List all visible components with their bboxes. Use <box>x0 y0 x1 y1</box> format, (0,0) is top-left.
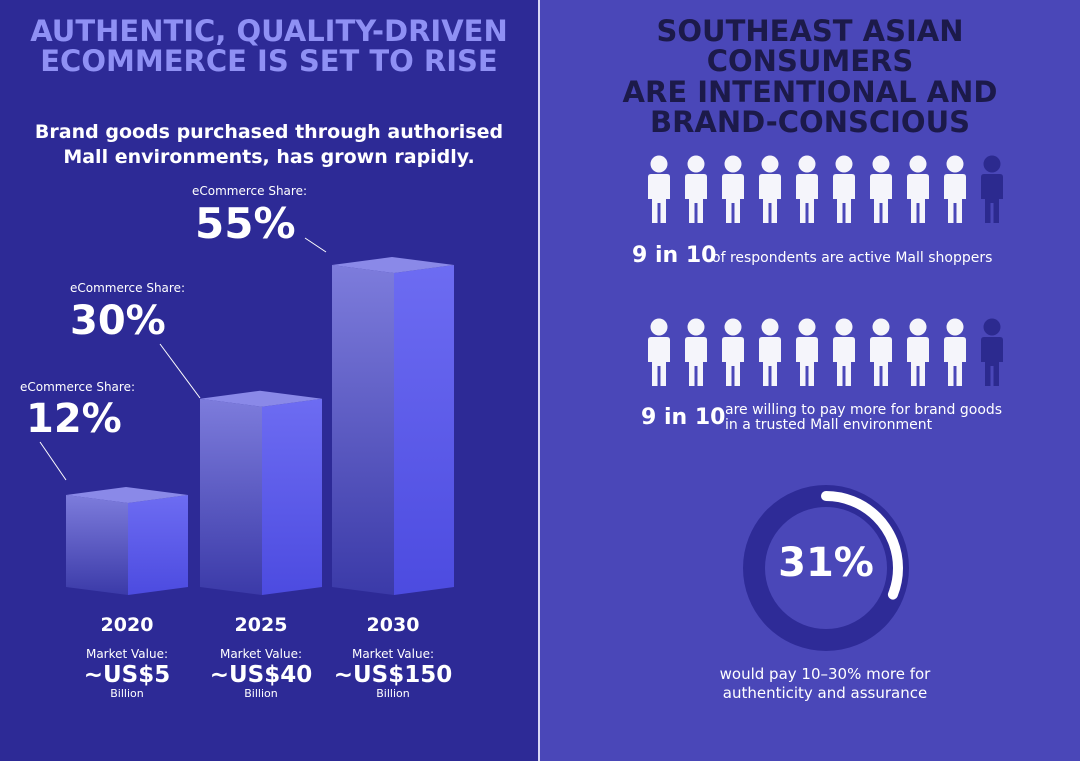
bar-2020 <box>66 487 188 595</box>
bar-side-2020 <box>128 495 188 595</box>
bar-side-2030 <box>394 265 454 595</box>
person-icon <box>756 155 784 225</box>
share-value-2030: 55% <box>195 199 296 248</box>
share-label-2030: eCommerce Share: <box>192 184 307 198</box>
bar-top-2025 <box>200 390 322 407</box>
ring-value: 31% <box>778 540 874 586</box>
leader-line-2025 <box>159 343 201 399</box>
year-label-2030: 2030 <box>367 614 420 636</box>
year-label-2020: 2020 <box>101 614 154 636</box>
share-value-2020: 12% <box>26 396 122 442</box>
person-icon <box>756 318 784 388</box>
ring-caption-line2: authenticity and assurance <box>722 683 928 702</box>
left-subheadline-line1: Brand goods purchased through authorised <box>34 121 504 143</box>
person-icon <box>682 155 710 225</box>
left-headline-line1: AUTHENTIC, QUALITY-DRIVEN <box>30 14 508 48</box>
market-value-2030: ~US$150 <box>334 662 453 688</box>
panel-divider <box>538 0 540 761</box>
person-icon <box>793 155 821 225</box>
bar-front-2025 <box>200 398 262 595</box>
bar-2025 <box>200 390 322 595</box>
stat2-text: are willing to pay more for brand goods … <box>725 402 1003 434</box>
ring-progress <box>749 491 903 645</box>
stat1-big: 9 in 10 <box>632 243 717 268</box>
person-icon <box>830 318 858 388</box>
stat2-text-line2: in a trusted Mall environment <box>725 417 933 434</box>
ring-caption: would pay 10–30% more for authenticity a… <box>680 665 970 703</box>
share-value-2025: 30% <box>70 298 166 344</box>
market-value-unit-2020: Billion <box>110 687 144 700</box>
left-headline: AUTHENTIC, QUALITY-DRIVEN ECOMMERCE IS S… <box>10 16 528 77</box>
person-icon <box>719 318 747 388</box>
ring-caption-line1: would pay 10–30% more for <box>719 665 931 683</box>
right-headline-line3: BRAND-CONSCIOUS <box>649 105 971 140</box>
left-headline-line2: ECOMMERCE IS SET TO RISE <box>40 44 498 79</box>
share-label-2020: eCommerce Share: <box>20 380 135 394</box>
left-subheadline: Brand goods purchased through authorised… <box>20 120 518 169</box>
person-icon <box>830 155 858 225</box>
person-icon-dim <box>978 155 1006 225</box>
leader-line-2020 <box>39 441 67 481</box>
market-value-label-2020: Market Value: <box>86 647 168 661</box>
right-headline: SOUTHEAST ASIAN CONSUMERS ARE INTENTIONA… <box>560 16 1060 138</box>
right-headline-line2: ARE INTENTIONAL AND <box>622 74 998 109</box>
bar-top-2030 <box>332 257 454 273</box>
year-label-2025: 2025 <box>235 614 288 636</box>
person-icon <box>793 318 821 388</box>
leader-line-2030 <box>304 237 327 253</box>
bar-side-2025 <box>262 398 322 595</box>
person-icon <box>867 318 895 388</box>
person-icon <box>867 155 895 225</box>
percentage-ring <box>743 485 909 651</box>
market-value-unit-2030: Billion <box>376 687 410 700</box>
person-icon <box>682 318 710 388</box>
market-value-label-2025: Market Value: <box>220 647 302 661</box>
person-icon <box>941 155 969 225</box>
market-value-2020: ~US$5 <box>84 662 171 688</box>
people-row-active-shoppers <box>645 155 1006 225</box>
left-subheadline-line2: Mall environments, has grown rapidly. <box>63 145 475 168</box>
stat2-text-line1: are willing to pay more for brand goods <box>725 402 1003 418</box>
market-value-unit-2025: Billion <box>244 687 278 700</box>
share-label-2025: eCommerce Share: <box>70 281 185 295</box>
person-icon <box>645 318 673 388</box>
person-icon <box>719 155 747 225</box>
market-value-label-2030: Market Value: <box>352 647 434 661</box>
bar-front-2030 <box>332 265 394 595</box>
person-icon <box>645 155 673 225</box>
bar-front-2020 <box>66 495 128 595</box>
people-row-pay-more <box>645 318 1006 388</box>
bar-top-2020 <box>66 487 188 503</box>
market-value-2025: ~US$40 <box>210 662 313 688</box>
person-icon-dim <box>978 318 1006 388</box>
person-icon <box>904 155 932 225</box>
person-icon <box>904 318 932 388</box>
bar-2030 <box>332 257 454 595</box>
stat2-big: 9 in 10 <box>641 405 726 430</box>
right-headline-line1: SOUTHEAST ASIAN CONSUMERS <box>656 14 964 79</box>
stat1-text: of respondents are active Mall shoppers <box>712 250 993 266</box>
person-icon <box>941 318 969 388</box>
